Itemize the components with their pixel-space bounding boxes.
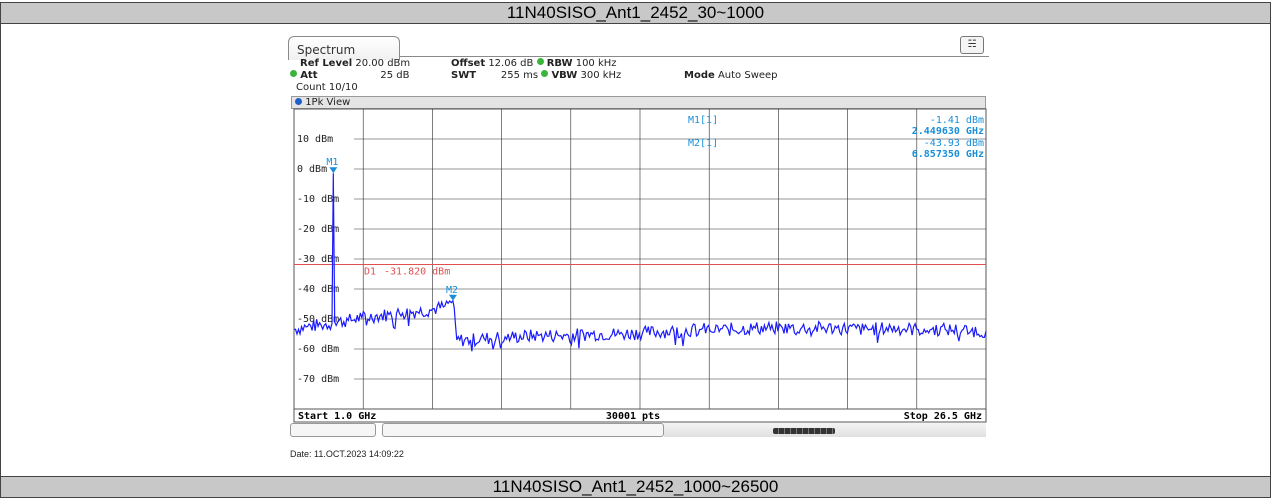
marker-level: -43.93 dBm <box>924 138 984 149</box>
y-tick-label: 0 dBm <box>297 164 327 175</box>
att-indicator-icon <box>290 70 297 77</box>
y-tick-label: 10 dBm <box>297 134 333 145</box>
y-tick-label: -60 dBm <box>297 344 339 355</box>
status-field-1[interactable] <box>290 423 376 437</box>
marker-label: M1 <box>326 157 338 168</box>
y-tick-label: -40 dBm <box>297 284 339 295</box>
x-stop-label: Stop 26.5 GHz <box>904 411 982 422</box>
y-tick-label: -70 dBm <box>297 374 339 385</box>
ref-level-info: Ref Level 20.00 dBm <box>300 58 411 69</box>
y-tick-label: -20 dBm <box>297 224 339 235</box>
y-tick-label: -50 dBm <box>297 314 339 325</box>
y-tick-label: -30 dBm <box>297 254 339 265</box>
marker-frequency: 2.449630 GHz <box>912 126 984 137</box>
marker-ref: M2[1] <box>688 138 718 149</box>
caption-top: 11N40SISO_Ant1_2452_30~1000 <box>0 2 1271 24</box>
capture-date: Date: 11.OCT.2023 14:09:22 <box>290 449 404 459</box>
x-points-label: 30001 pts <box>606 411 660 422</box>
marker-m2-icon <box>448 294 457 301</box>
display-line-value: -31.820 dBm <box>384 266 450 277</box>
att-info: Att 25 dB <box>290 70 410 81</box>
vbw-indicator-icon <box>541 70 549 77</box>
sweep-count: Count 10/10 <box>296 82 358 93</box>
rbw-indicator-icon <box>536 58 544 65</box>
caption-bottom: 11N40SISO_Ant1_2452_1000~26500 <box>0 476 1271 498</box>
y-axis-ticks: 10 dBm 0 dBm -10 dBm -20 dBm -30 dBm -40 dBm -… <box>297 134 986 385</box>
view-indicator-icon <box>295 98 302 105</box>
display-line-label: D1 <box>364 266 376 277</box>
tab-divider <box>400 56 989 57</box>
markers: M1 M2 <box>326 157 458 301</box>
x-start-label: Start 1.0 GHz <box>298 411 376 422</box>
mode-info: Mode Auto Sweep <box>684 70 778 81</box>
marker-label: M2 <box>446 285 458 296</box>
spectrum-analyzer-screenshot: Spectrum ☵ Ref Level 20.00 dBm Offset 12… <box>288 32 989 469</box>
marker-m1-icon <box>329 167 338 174</box>
marker-ref: M1[1] <box>688 115 718 126</box>
x-axis-bar <box>293 408 987 423</box>
sweep-progress <box>773 428 835 434</box>
menu-icon[interactable]: ☵ <box>960 36 984 54</box>
tab-spectrum[interactable]: Spectrum <box>288 36 400 60</box>
trace-line <box>293 173 987 352</box>
offset-info: Offset 12.06 dB RBW 100 kHz <box>451 58 617 69</box>
y-tick-label: -10 dBm <box>297 194 339 205</box>
marker-frequency: 6.857350 GHz <box>912 149 984 160</box>
marker-level: -1.41 dBm <box>930 115 984 126</box>
status-field-2[interactable] <box>382 423 664 437</box>
swt-info: SWT 255 ms VBW 300 kHz <box>451 70 622 81</box>
view-label: 1Pk View <box>305 97 351 108</box>
spectrum-chart: 10 dBm 0 dBm -10 dBm -20 dBm -30 dBm -40 dBm -… <box>293 108 987 423</box>
